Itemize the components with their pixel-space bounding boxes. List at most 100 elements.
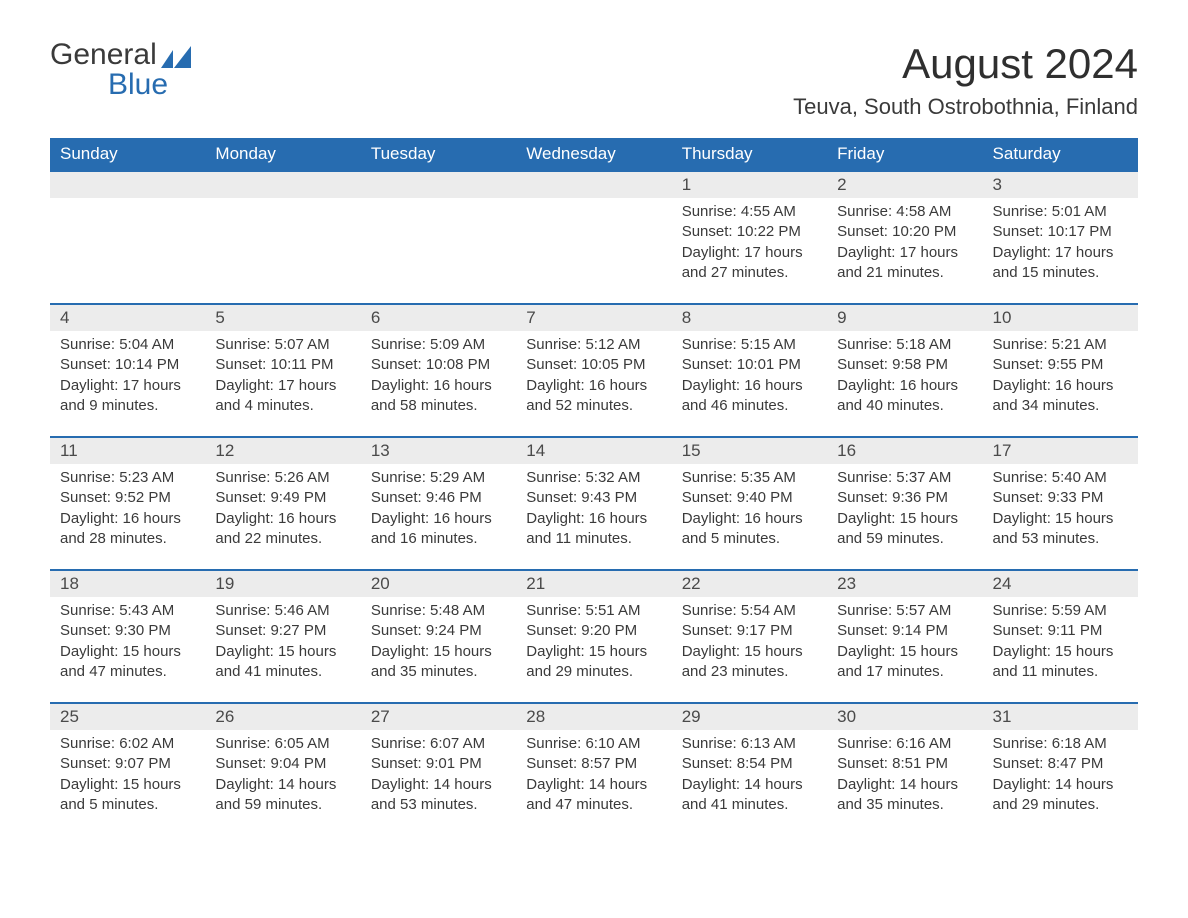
day-detail: Sunrise: 6:13 AMSunset: 8:54 PMDaylight:… xyxy=(672,730,827,835)
daylight-line: Daylight: 15 hours and 17 minutes. xyxy=(837,642,972,683)
sunrise-line: Sunrise: 5:04 AM xyxy=(60,335,195,355)
sunrise-line: Sunrise: 6:05 AM xyxy=(215,734,350,754)
day-detail-row: Sunrise: 5:04 AMSunset: 10:14 PMDaylight… xyxy=(50,331,1138,437)
day-number: 20 xyxy=(361,570,516,597)
day-detail: Sunrise: 5:23 AMSunset: 9:52 PMDaylight:… xyxy=(50,464,205,570)
page-title: August 2024 xyxy=(793,40,1138,88)
sunset-line: Sunset: 9:36 PM xyxy=(837,488,972,508)
day-number: 31 xyxy=(983,703,1138,730)
day-detail: Sunrise: 5:26 AMSunset: 9:49 PMDaylight:… xyxy=(205,464,360,570)
day-number: 7 xyxy=(516,304,671,331)
day-number: 21 xyxy=(516,570,671,597)
title-block: August 2024 Teuva, South Ostrobothnia, F… xyxy=(793,40,1138,120)
day-detail-row: Sunrise: 4:55 AMSunset: 10:22 PM Daylight… xyxy=(50,198,1138,304)
sunset-line: Sunset: 10:22 PM xyxy=(682,222,817,242)
brand-mark-icon xyxy=(161,44,191,66)
daylight-line: Daylight: 14 hours and 59 minutes. xyxy=(215,775,350,816)
day-number: 11 xyxy=(50,437,205,464)
day-detail: Sunrise: 6:10 AMSunset: 8:57 PMDaylight:… xyxy=(516,730,671,835)
sunrise-line: Sunrise: 6:07 AM xyxy=(371,734,506,754)
brand-top: General xyxy=(50,40,157,70)
day-number: 2 xyxy=(827,171,982,198)
day-detail-row: Sunrise: 6:02 AMSunset: 9:07 PMDaylight:… xyxy=(50,730,1138,835)
sunset-line: Sunset: 9:24 PM xyxy=(371,621,506,641)
header: General Blue August 2024 Teuva, South Os… xyxy=(50,40,1138,120)
day-detail: Sunrise: 5:21 AMSunset: 9:55 PMDaylight:… xyxy=(983,331,1138,437)
day-detail: Sunrise: 6:05 AMSunset: 9:04 PMDaylight:… xyxy=(205,730,360,835)
day-detail: Sunrise: 5:04 AMSunset: 10:14 PMDaylight… xyxy=(50,331,205,437)
sunrise-line: Sunrise: 4:55 AM xyxy=(682,202,817,222)
daylight-line: Daylight: 14 hours and 29 minutes. xyxy=(993,775,1128,816)
day-detail: Sunrise: 5:43 AMSunset: 9:30 PMDaylight:… xyxy=(50,597,205,703)
sunset-line: Sunset: 9:07 PM xyxy=(60,754,195,774)
daylight-line: Daylight: 15 hours and 23 minutes. xyxy=(682,642,817,683)
day-detail: Sunrise: 5:40 AMSunset: 9:33 PMDaylight:… xyxy=(983,464,1138,570)
day-detail: Sunrise: 5:46 AMSunset: 9:27 PMDaylight:… xyxy=(205,597,360,703)
day-detail: Sunrise: 5:32 AMSunset: 9:43 PMDaylight:… xyxy=(516,464,671,570)
day-number xyxy=(50,171,205,198)
daylight-line: Daylight: 16 hours and 16 minutes. xyxy=(371,509,506,550)
day-detail: Sunrise: 5:57 AMSunset: 9:14 PMDaylight:… xyxy=(827,597,982,703)
day-number: 26 xyxy=(205,703,360,730)
day-detail-row: Sunrise: 5:43 AMSunset: 9:30 PMDaylight:… xyxy=(50,597,1138,703)
day-number: 9 xyxy=(827,304,982,331)
day-number xyxy=(516,171,671,198)
weekday-header: Saturday xyxy=(983,138,1138,171)
day-detail xyxy=(205,198,360,304)
daylight-line: Daylight: 15 hours and 11 minutes. xyxy=(993,642,1128,683)
weekday-header: Thursday xyxy=(672,138,827,171)
weekday-header: Friday xyxy=(827,138,982,171)
day-detail: Sunrise: 5:35 AMSunset: 9:40 PMDaylight:… xyxy=(672,464,827,570)
sunrise-line: Sunrise: 5:51 AM xyxy=(526,601,661,621)
sunset-line: Sunset: 9:52 PM xyxy=(60,488,195,508)
daylight-line: Daylight: 17 hours and 4 minutes. xyxy=(215,376,350,417)
sunrise-line: Sunrise: 5:29 AM xyxy=(371,468,506,488)
sunset-line: Sunset: 9:49 PM xyxy=(215,488,350,508)
day-number: 8 xyxy=(672,304,827,331)
sunrise-line: Sunrise: 5:09 AM xyxy=(371,335,506,355)
daylight-line: Daylight: 17 hours and 21 minutes. xyxy=(837,243,972,284)
day-detail xyxy=(516,198,671,304)
daylight-line: Daylight: 15 hours and 59 minutes. xyxy=(837,509,972,550)
day-number: 28 xyxy=(516,703,671,730)
brand-logo: General Blue xyxy=(50,40,191,100)
daylight-line: Daylight: 15 hours and 5 minutes. xyxy=(60,775,195,816)
day-detail: Sunrise: 5:07 AMSunset: 10:11 PMDaylight… xyxy=(205,331,360,437)
day-number-row: 123 xyxy=(50,171,1138,198)
day-detail: Sunrise: 5:29 AMSunset: 9:46 PMDaylight:… xyxy=(361,464,516,570)
sunrise-line: Sunrise: 5:54 AM xyxy=(682,601,817,621)
sunrise-line: Sunrise: 6:16 AM xyxy=(837,734,972,754)
day-detail: Sunrise: 5:48 AMSunset: 9:24 PMDaylight:… xyxy=(361,597,516,703)
page-subtitle: Teuva, South Ostrobothnia, Finland xyxy=(793,94,1138,120)
weekday-header: Monday xyxy=(205,138,360,171)
daylight-line: Daylight: 16 hours and 28 minutes. xyxy=(60,509,195,550)
day-number: 1 xyxy=(672,171,827,198)
sunrise-line: Sunrise: 5:26 AM xyxy=(215,468,350,488)
day-number: 5 xyxy=(205,304,360,331)
sunrise-line: Sunrise: 6:10 AM xyxy=(526,734,661,754)
day-number: 6 xyxy=(361,304,516,331)
day-number-row: 11121314151617 xyxy=(50,437,1138,464)
day-number: 14 xyxy=(516,437,671,464)
day-detail: Sunrise: 6:18 AMSunset: 8:47 PMDaylight:… xyxy=(983,730,1138,835)
day-detail: Sunrise: 6:07 AMSunset: 9:01 PMDaylight:… xyxy=(361,730,516,835)
day-number: 18 xyxy=(50,570,205,597)
sunset-line: Sunset: 9:55 PM xyxy=(993,355,1128,375)
daylight-line: Daylight: 16 hours and 11 minutes. xyxy=(526,509,661,550)
daylight-line: Daylight: 15 hours and 47 minutes. xyxy=(60,642,195,683)
sunset-line: Sunset: 9:30 PM xyxy=(60,621,195,641)
day-detail xyxy=(361,198,516,304)
daylight-line: Daylight: 17 hours and 15 minutes. xyxy=(993,243,1128,284)
day-detail xyxy=(50,198,205,304)
sunset-line: Sunset: 9:43 PM xyxy=(526,488,661,508)
sunset-line: Sunset: 8:57 PM xyxy=(526,754,661,774)
day-number: 24 xyxy=(983,570,1138,597)
sunset-line: Sunset: 8:54 PM xyxy=(682,754,817,774)
day-number xyxy=(205,171,360,198)
weekday-header: Tuesday xyxy=(361,138,516,171)
day-detail: Sunrise: 5:54 AMSunset: 9:17 PMDaylight:… xyxy=(672,597,827,703)
sunrise-line: Sunrise: 5:48 AM xyxy=(371,601,506,621)
day-number: 27 xyxy=(361,703,516,730)
day-number: 22 xyxy=(672,570,827,597)
day-detail: Sunrise: 5:12 AMSunset: 10:05 PMDaylight… xyxy=(516,331,671,437)
